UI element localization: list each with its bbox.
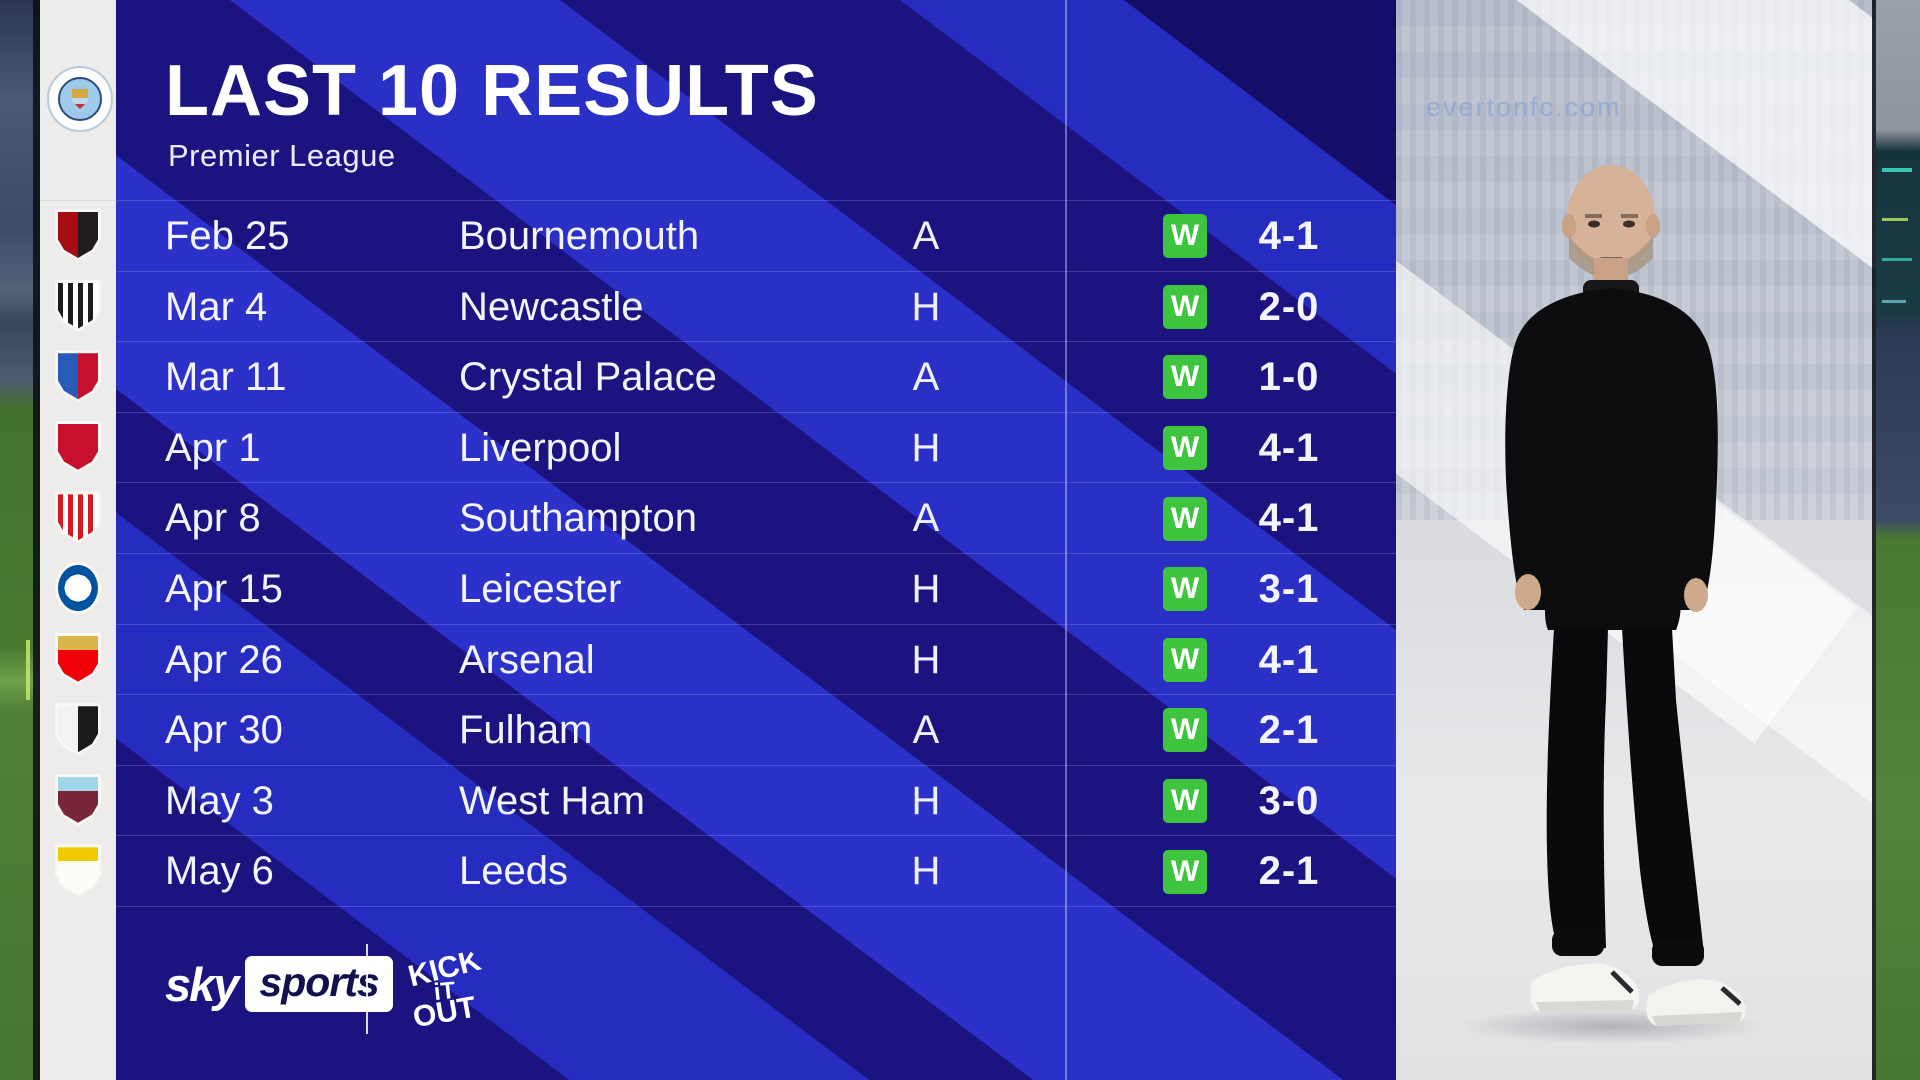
scoreboard-text-line <box>1882 218 1908 221</box>
page-title: LAST 10 RESULTS <box>165 51 819 131</box>
venue-flag: A <box>912 214 940 258</box>
bournemouth-badge-icon <box>52 206 104 264</box>
column-divider-line <box>1065 0 1067 1080</box>
pitch-touchline <box>26 640 30 700</box>
sidebar-divider <box>40 200 116 201</box>
match-score: 2-1 <box>1258 849 1320 894</box>
result-row: Feb 25 Bournemouth A W 4-1 <box>116 200 1396 272</box>
match-date: Apr 30 <box>165 708 283 753</box>
match-score: 1-0 <box>1258 355 1320 400</box>
opponent-name: Fulham <box>459 708 593 753</box>
result-row: Apr 30 Fulham A W 2-1 <box>116 694 1396 766</box>
page-subtitle: Premier League <box>168 138 396 173</box>
opponent-name: Leeds <box>459 849 568 894</box>
manchester-city-badge-icon <box>47 66 113 132</box>
venue-flag: H <box>911 778 941 823</box>
match-score: 4-1 <box>1258 496 1320 541</box>
venue-flag: H <box>911 637 941 682</box>
match-score: 3-0 <box>1258 778 1320 823</box>
table-bottom-line <box>116 906 1396 907</box>
match-date: Mar 11 <box>165 355 287 400</box>
opponent-name: Southampton <box>459 496 697 541</box>
win-badge: W <box>1163 849 1207 894</box>
crystal-palace-badge-icon <box>52 347 104 405</box>
arsenal-badge-icon <box>52 630 104 688</box>
match-date: Apr 15 <box>165 567 283 611</box>
win-badge: W <box>1163 708 1207 753</box>
match-score: 4-1 <box>1258 214 1320 258</box>
opponent-name: Arsenal <box>459 637 595 682</box>
result-row: May 3 West Ham H W 3-0 <box>116 764 1396 837</box>
match-score: 3-1 <box>1258 567 1320 611</box>
result-row: Apr 15 Leicester H W 3-1 <box>116 553 1396 625</box>
venue-flag: A <box>912 708 940 753</box>
leeds-badge-icon <box>52 841 104 899</box>
sky-sports-logo: sky sports <box>165 952 393 1016</box>
result-row: Mar 4 Newcastle H W 2-0 <box>116 270 1396 343</box>
scoreboard-text-line <box>1882 300 1906 303</box>
manchester-city-badge-inner <box>58 77 102 121</box>
result-row: May 6 Leeds H W 2-1 <box>116 835 1396 907</box>
win-badge: W <box>1163 567 1207 612</box>
liverpool-badge-icon <box>52 418 104 476</box>
sports-logo-text: sports <box>259 959 379 1005</box>
win-badge: W <box>1163 779 1207 824</box>
opponent-name: Leicester <box>459 567 622 611</box>
result-row: Mar 11 Crystal Palace A W 1-0 <box>116 341 1396 413</box>
result-row: Apr 26 Arsenal H W 4-1 <box>116 623 1396 696</box>
result-row: Apr 8 Southampton A W 4-1 <box>116 482 1396 554</box>
match-date: Apr 1 <box>165 425 261 470</box>
venue-flag: A <box>912 496 940 541</box>
opponent-name: Newcastle <box>459 284 644 329</box>
venue-flag: H <box>911 425 941 470</box>
opponent-name: Crystal Palace <box>459 355 717 400</box>
kick-it-out-logo: KICK iT OUT <box>397 944 492 1039</box>
panel-edge-left <box>33 0 40 1080</box>
panel-edge-right <box>1872 0 1877 1080</box>
match-score: 4-1 <box>1258 425 1320 470</box>
result-row: Apr 1 Liverpool H W 4-1 <box>116 411 1396 484</box>
win-badge: W <box>1163 214 1207 259</box>
southampton-badge-icon <box>52 488 104 546</box>
newcastle-badge-icon <box>52 277 104 335</box>
win-badge: W <box>1163 496 1207 541</box>
scoreboard-text-line <box>1882 168 1912 172</box>
sports-logo-box: sports <box>245 956 393 1012</box>
win-badge: W <box>1163 284 1207 329</box>
match-date: Apr 8 <box>165 496 261 541</box>
manager-photo-panel: evertonfc.com <box>1396 0 1876 1080</box>
fulham-badge-icon <box>52 700 104 758</box>
west-ham-badge-icon <box>52 771 104 829</box>
match-score: 4-1 <box>1258 637 1320 682</box>
match-date: Apr 26 <box>165 637 283 682</box>
venue-flag: H <box>911 567 941 611</box>
win-badge: W <box>1163 637 1207 682</box>
logo-divider <box>366 944 368 1034</box>
match-date: Feb 25 <box>165 214 290 258</box>
win-badge: W <box>1163 426 1207 471</box>
match-score: 2-0 <box>1258 284 1320 329</box>
match-date: May 3 <box>165 778 274 823</box>
match-date: May 6 <box>165 849 274 894</box>
leicester-badge-icon <box>52 559 104 617</box>
venue-flag: H <box>911 849 941 894</box>
results-panel: LAST 10 RESULTS Premier League Feb 25 Bo… <box>116 0 1396 1080</box>
kick-it-out-line3: OUT <box>410 991 479 1035</box>
venue-flag: H <box>911 284 941 329</box>
opponent-name: Liverpool <box>459 425 622 470</box>
manchester-city-shield-icon <box>72 89 88 109</box>
stadium-footage-right <box>1876 0 1920 1080</box>
stadium-watermark-text: evertonfc.com <box>1426 92 1622 122</box>
scoreboard-text-line <box>1882 258 1912 261</box>
opponent-name: Bournemouth <box>459 214 700 258</box>
match-date: Mar 4 <box>165 284 268 329</box>
match-score: 2-1 <box>1258 708 1320 753</box>
venue-flag: A <box>912 355 940 400</box>
opponent-name: West Ham <box>459 778 645 823</box>
pep-guardiola-figure <box>1505 165 1746 1026</box>
badge-sidebar <box>40 0 116 1080</box>
win-badge: W <box>1163 355 1207 400</box>
sky-logo-text: sky <box>165 957 239 1011</box>
